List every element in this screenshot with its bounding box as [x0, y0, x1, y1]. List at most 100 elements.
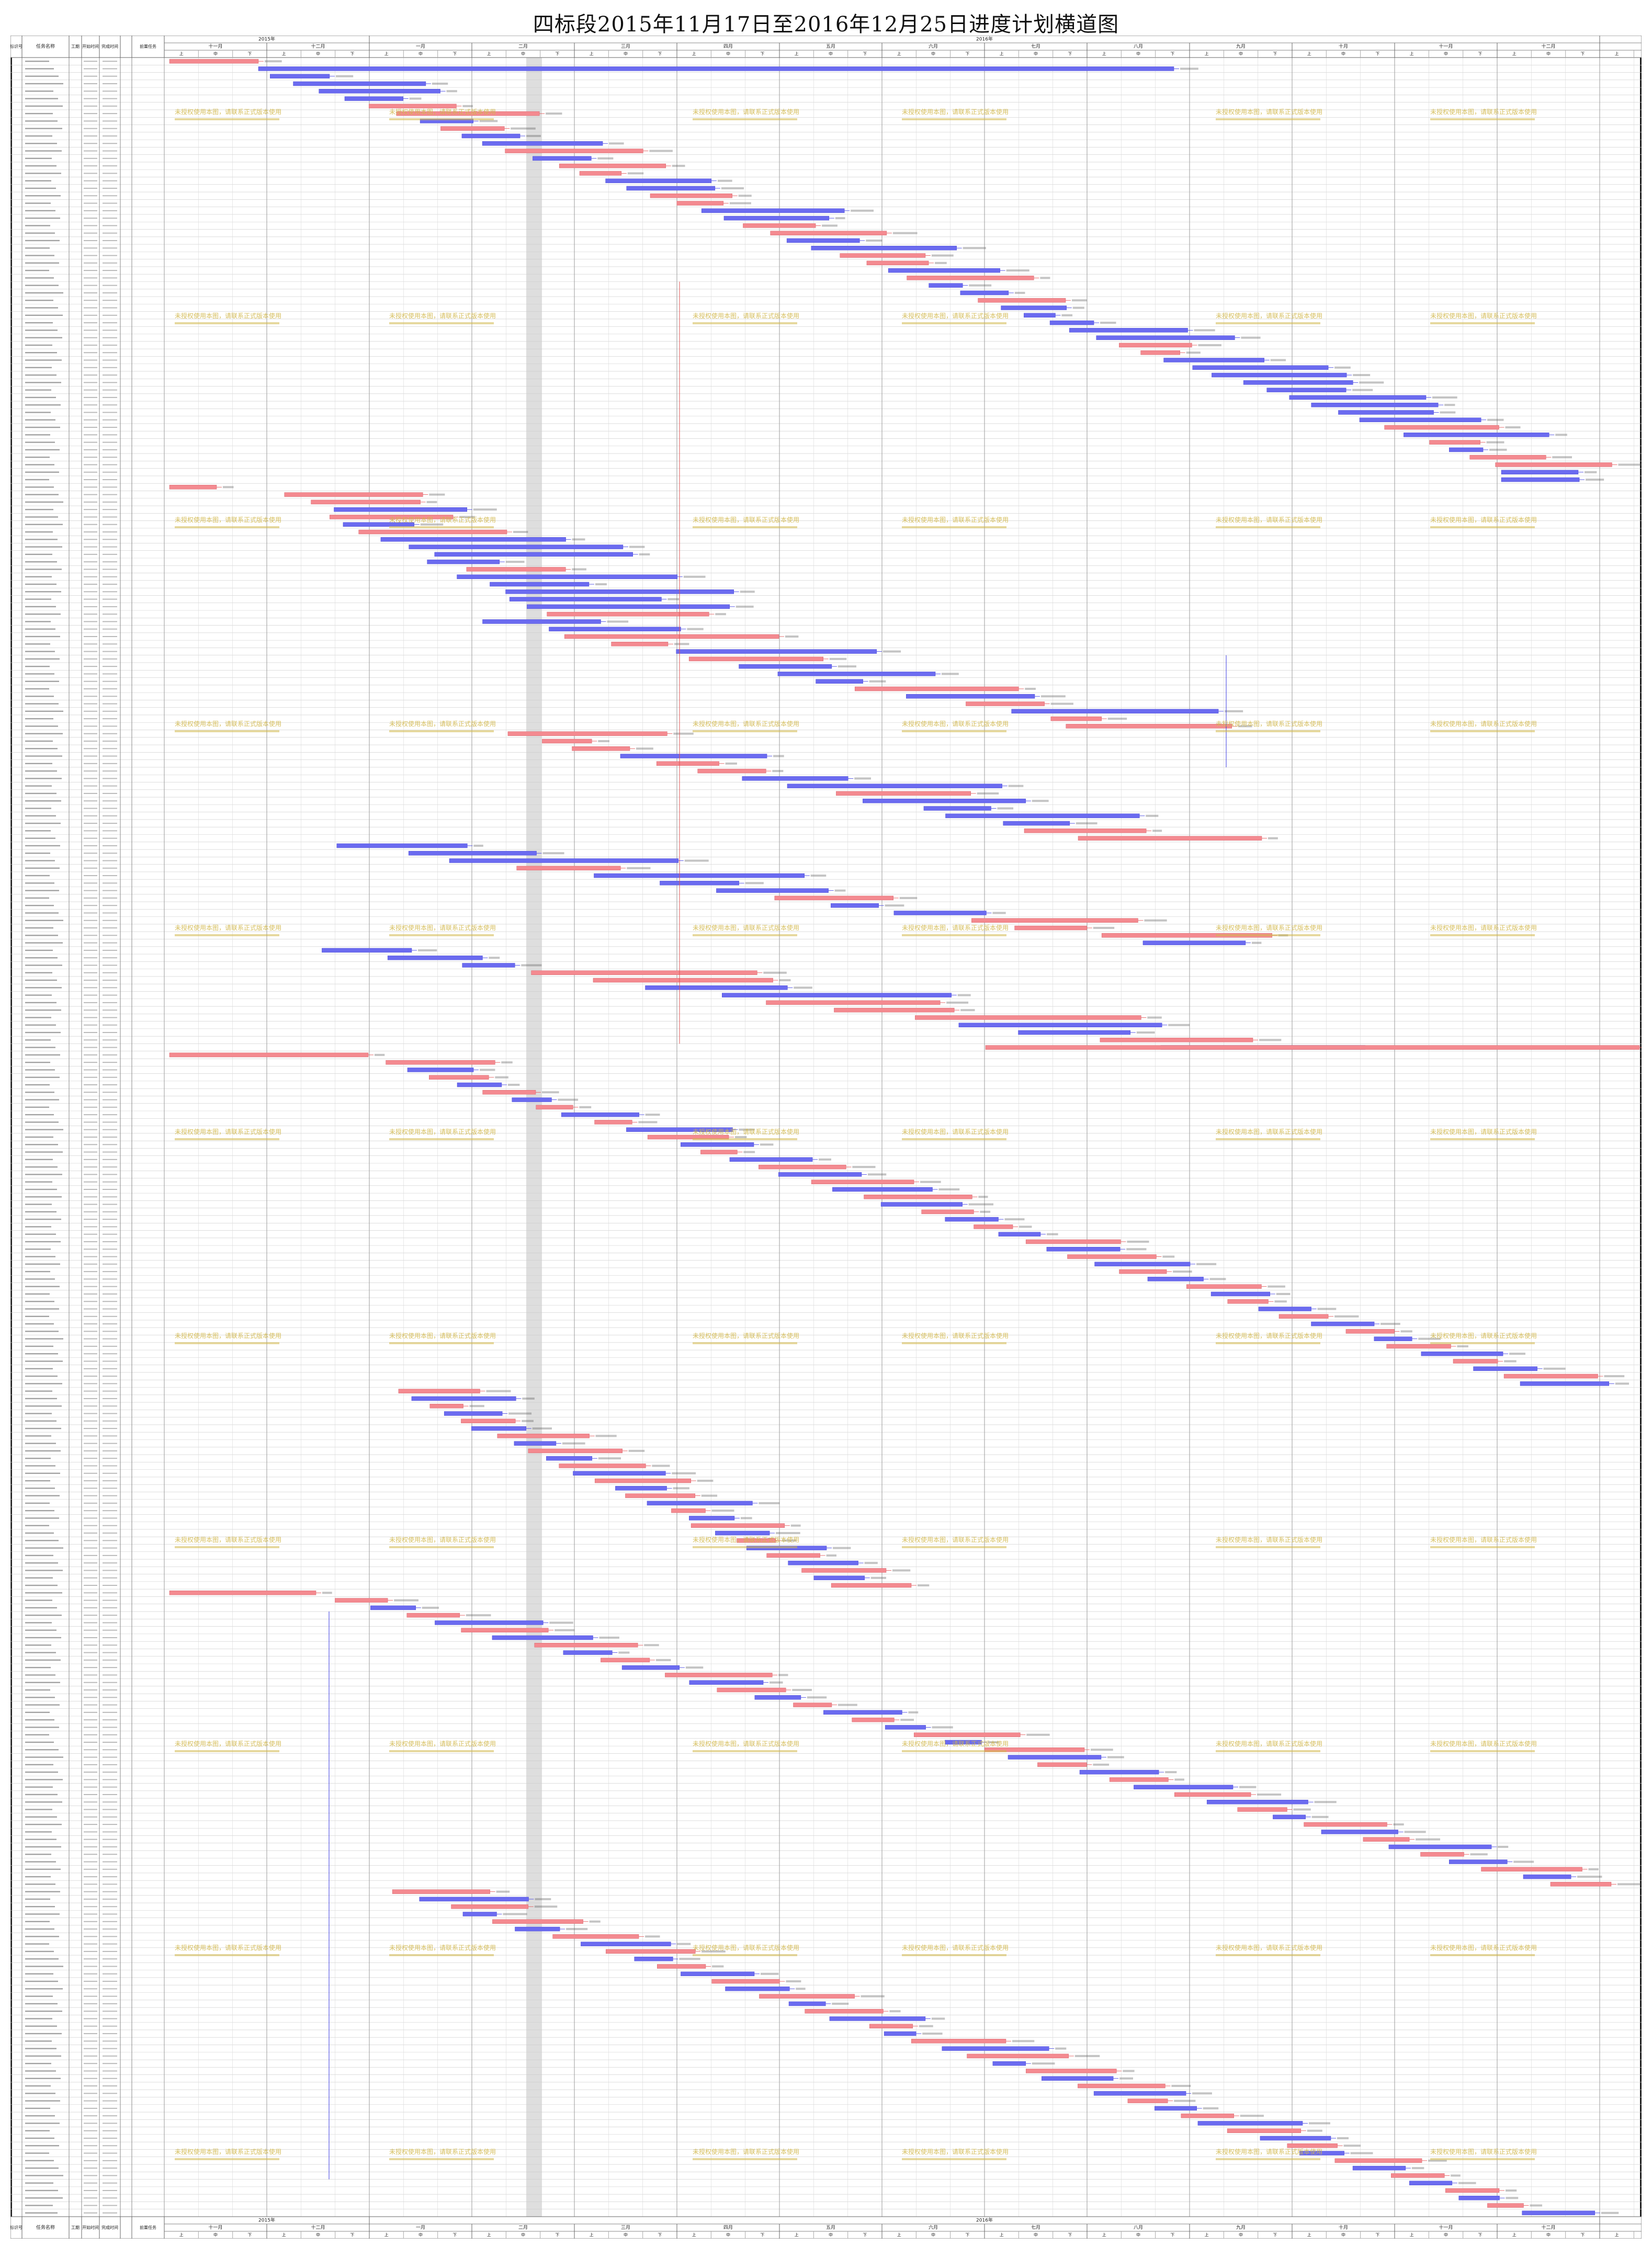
task-name-cell: [25, 2025, 57, 2027]
footer-dekad-label: 中: [1546, 2232, 1551, 2238]
bar-label: [639, 553, 650, 555]
task-name-cell: [25, 1413, 52, 1414]
bar-label: [409, 97, 422, 100]
watermark-line: [389, 1342, 494, 1344]
task-name-cell: [25, 897, 49, 899]
finish-date-cell: [103, 1338, 117, 1340]
task-name-cell: [25, 1704, 60, 1706]
start-date-cell: [84, 1540, 97, 1541]
bar-label: [1486, 441, 1504, 444]
start-date-cell: [84, 621, 97, 622]
start-date-cell: [84, 1854, 97, 1855]
start-date-cell: [84, 255, 97, 256]
footer-dekad-label: 上: [897, 2233, 901, 2238]
finish-date-cell: [103, 643, 117, 645]
bar-label: [595, 583, 607, 586]
task-name-cell: [25, 1727, 59, 1728]
task-name-cell: [25, 1599, 52, 1601]
footer-dekad-label: 中: [1341, 2232, 1345, 2238]
task-bar: [509, 597, 662, 602]
finish-date-cell: [103, 2175, 117, 2176]
start-date-cell: [84, 1353, 97, 1355]
footer-dekad-label: 中: [1444, 2232, 1448, 2238]
bar-label: [501, 1061, 513, 1064]
start-date-cell: [84, 1017, 97, 1018]
task-name-cell: [25, 546, 62, 548]
task-name-cell: [25, 75, 59, 77]
finish-date-cell: [103, 994, 117, 996]
bar-label: [1174, 1778, 1184, 1781]
finish-date-cell: [103, 292, 117, 293]
finish-date-cell: [103, 2212, 117, 2214]
start-date-cell: [84, 710, 97, 712]
task-name-cell: [25, 792, 56, 795]
finish-date-cell: [103, 1510, 117, 1512]
task-bar: [1093, 2091, 1186, 2096]
start-date-cell: [84, 2115, 97, 2117]
start-date-cell: [84, 270, 97, 271]
footer-dekad-label: 上: [795, 2233, 799, 2238]
finish-date-cell: [103, 449, 117, 450]
footer-month-label: 六月: [929, 2225, 938, 2231]
bar-label: [505, 561, 525, 563]
task-name-cell: [25, 964, 62, 966]
critical-task-bar: [1174, 1792, 1251, 1797]
critical-task-bar: [1186, 1284, 1262, 1289]
start-date-cell: [84, 763, 97, 764]
finish-date-cell: [103, 792, 117, 794]
bar-label: [919, 2025, 933, 2027]
bar-label: [534, 1905, 558, 1908]
watermark-line: [1430, 1342, 1535, 1344]
watermark-text: 未授权使用本图，请联系正式版本使用: [902, 1944, 1009, 1951]
bar-label: [778, 1674, 788, 1676]
task-bar: [1096, 335, 1235, 340]
footer-dekad-label: 中: [931, 2232, 935, 2238]
task-name-cell: [25, 1823, 62, 1825]
task-name-cell: [25, 800, 61, 802]
finish-date-cell: [103, 980, 117, 981]
finish-date-cell: [103, 1644, 117, 1646]
footer-dekad-label: 下: [1068, 2233, 1072, 2238]
task-bar: [754, 1695, 801, 1700]
task-bar: [581, 1942, 671, 1946]
watermark-text: 未授权使用本图，请联系正式版本使用: [175, 108, 281, 116]
watermark-text: 未授权使用本图，请联系正式版本使用: [175, 1944, 281, 1951]
task-name-cell: [25, 1144, 58, 1145]
start-date-cell: [84, 830, 97, 832]
start-date-cell: [84, 2093, 97, 2094]
task-bar: [461, 133, 521, 139]
bar-label: [1162, 1255, 1175, 1258]
footer-month-label: 十二月: [311, 2225, 325, 2231]
task-name-cell: [25, 1488, 55, 1489]
bar-label: [652, 1465, 670, 1467]
task-bar: [1046, 1247, 1121, 1252]
bar-label: [422, 1606, 439, 1609]
task-bar: [573, 1471, 666, 1476]
finish-date-cell: [103, 1286, 117, 1287]
start-date-cell: [84, 2212, 97, 2214]
footer-col-label: 完成时间: [101, 2225, 118, 2230]
watermark-text: 未授权使用本图，请联系正式版本使用: [1430, 1536, 1537, 1544]
start-date-cell: [84, 1577, 97, 1579]
task-bar: [471, 1426, 526, 1431]
start-date-cell: [84, 1114, 97, 1116]
task-name-cell: [25, 2197, 63, 2199]
header-month-label: 一月: [416, 44, 425, 50]
start-date-cell: [84, 1689, 97, 1690]
finish-date-cell: [103, 815, 117, 816]
start-date-cell: [84, 2152, 97, 2154]
bar-label: [1513, 1860, 1534, 1863]
task-name-cell: [25, 494, 59, 495]
start-date-cell: [84, 666, 97, 667]
task-name-cell: [25, 1801, 62, 1803]
bar-label: [1470, 1853, 1488, 1856]
bar-label: [1240, 2115, 1264, 2117]
start-date-cell: [84, 389, 97, 391]
start-date-cell: [84, 1734, 97, 1735]
start-date-cell: [84, 1331, 97, 1332]
task-bar: [1001, 305, 1067, 310]
bar-label: [978, 1196, 988, 1198]
bar-label: [1506, 2189, 1517, 2192]
bar-label: [942, 673, 959, 675]
finish-date-cell: [103, 1585, 117, 1586]
